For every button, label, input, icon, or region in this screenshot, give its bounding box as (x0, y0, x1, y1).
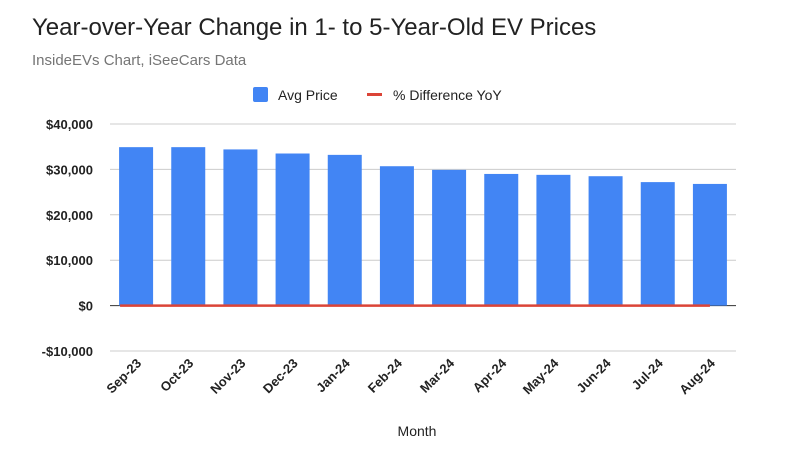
y-tick-label: $30,000 (46, 162, 93, 177)
bar (432, 169, 467, 306)
x-tick-label: Sep-23 (103, 356, 144, 397)
x-tick-label: Apr-24 (470, 355, 510, 395)
bar (327, 154, 362, 306)
chart-title: Year-over-Year Change in 1- to 5-Year-Ol… (32, 14, 597, 41)
y-tick-label: $0 (79, 299, 93, 314)
bar (275, 153, 310, 306)
bar (536, 174, 571, 306)
x-tick-label: Jun-24 (573, 355, 614, 396)
x-tick-label: Jan-24 (313, 355, 353, 395)
legend-label: % Difference YoY (393, 87, 502, 103)
x-tick-label: Mar-24 (417, 355, 458, 396)
bar (692, 183, 727, 306)
legend-swatch-bar (253, 87, 268, 102)
bar (484, 173, 519, 306)
x-tick-label: Nov-23 (207, 356, 248, 397)
bar (588, 176, 623, 306)
bar (223, 149, 258, 306)
x-tick-label: Dec-23 (260, 356, 301, 397)
chart-subtitle: InsideEVs Chart, iSeeCars Data (32, 52, 247, 69)
x-tick-label: Oct-23 (157, 356, 196, 395)
bar (171, 147, 206, 306)
y-tick-label: $10,000 (46, 253, 93, 268)
bar (119, 147, 154, 306)
legend-swatch-line (367, 93, 382, 96)
bar (379, 166, 414, 306)
legend-label: Avg Price (278, 87, 338, 103)
x-tick-label: Jul-24 (629, 355, 667, 393)
y-tick-label: $20,000 (46, 208, 93, 223)
x-axis-label: Month (398, 423, 437, 439)
bar (640, 182, 675, 306)
y-tick-label: $40,000 (46, 117, 93, 132)
x-tick-label: Aug-24 (676, 355, 718, 397)
x-tick-label: Feb-24 (365, 355, 406, 396)
x-tick-label: May-24 (520, 355, 562, 397)
y-tick-label: -$10,000 (42, 344, 93, 359)
